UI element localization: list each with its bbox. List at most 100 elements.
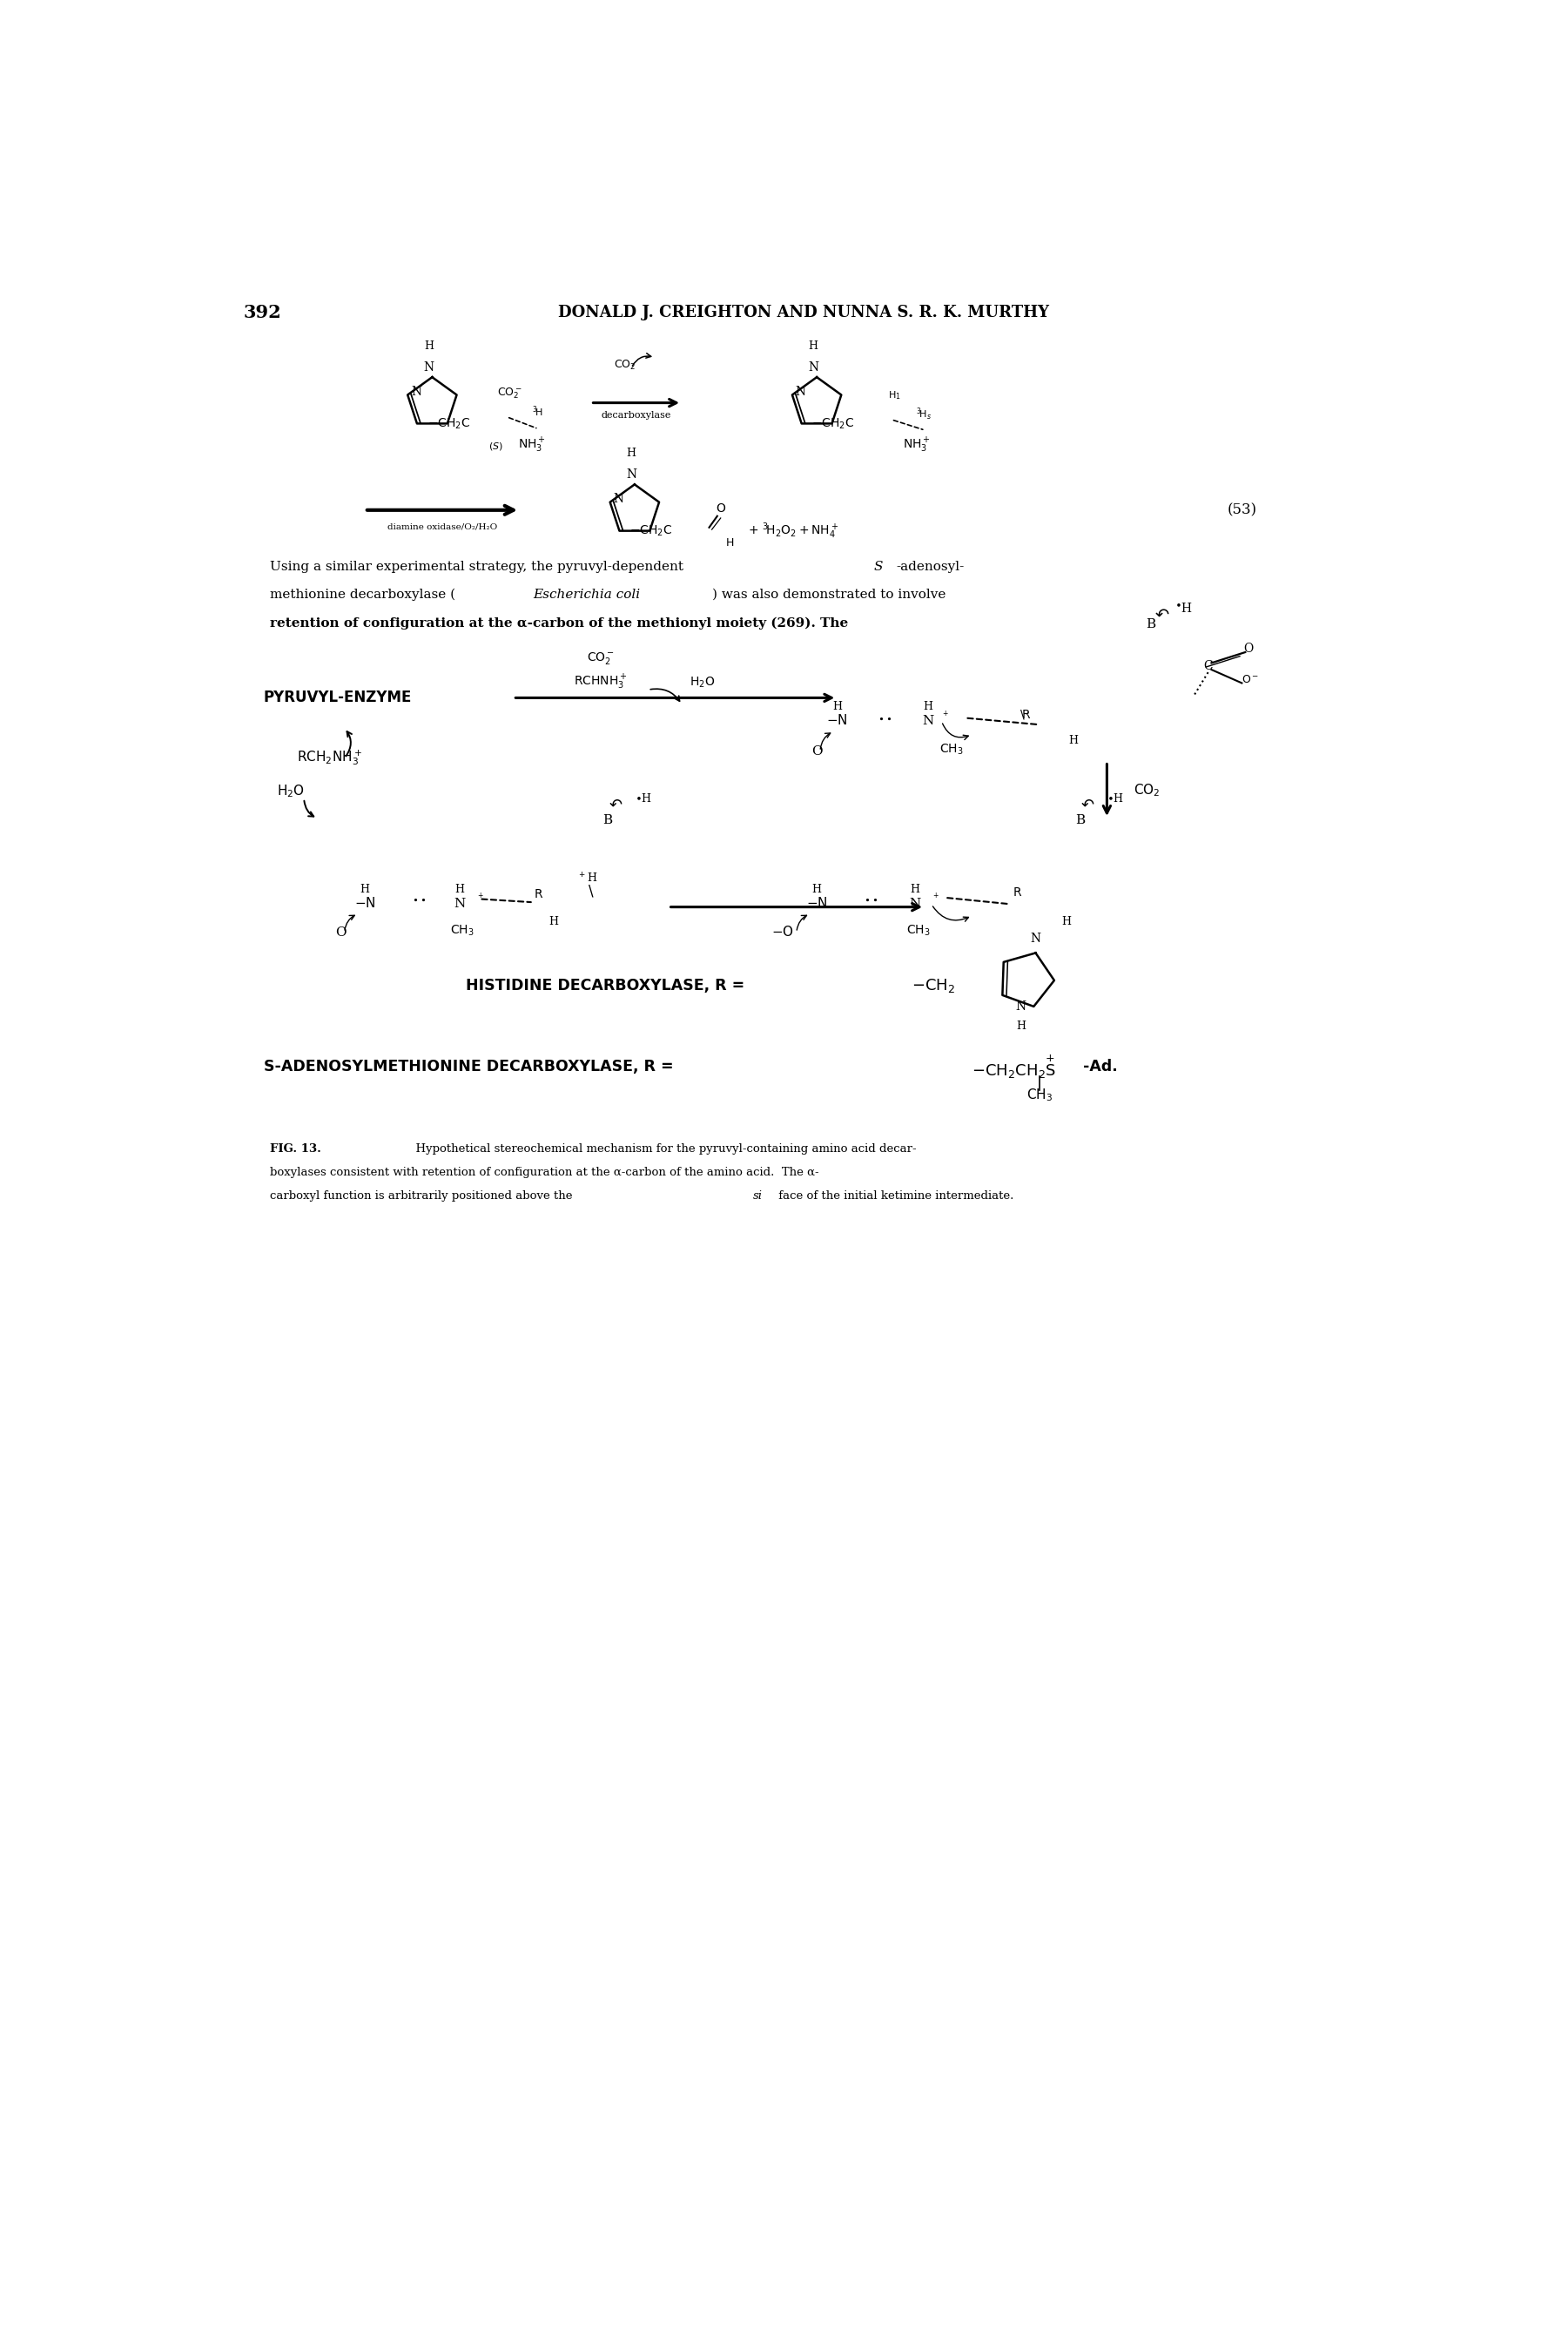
Text: $\curvearrowleft$: $\curvearrowleft$ — [1151, 607, 1170, 623]
Text: H: H — [812, 884, 822, 896]
Text: methionine decarboxylase (: methionine decarboxylase ( — [270, 588, 456, 602]
Text: $\mathrm{R}$: $\mathrm{R}$ — [533, 889, 543, 900]
Text: H: H — [1062, 917, 1071, 926]
Text: S-ADENOSYLMETHIONINE DECARBOXYLASE, R =: S-ADENOSYLMETHIONINE DECARBOXYLASE, R = — [263, 1058, 679, 1074]
Text: $\mathrm{CH_3}$: $\mathrm{CH_3}$ — [450, 924, 475, 938]
Text: O: O — [811, 745, 822, 757]
Text: H: H — [809, 341, 818, 353]
Text: diamine oxidase/O₂/H₂O: diamine oxidase/O₂/H₂O — [387, 522, 497, 531]
Text: $^+$H: $^+$H — [577, 872, 597, 884]
Text: -Ad.: -Ad. — [1083, 1058, 1118, 1074]
Text: DONALD J. CREIGHTON AND NUNNA S. R. K. MURTHY: DONALD J. CREIGHTON AND NUNNA S. R. K. M… — [558, 306, 1049, 320]
Text: N: N — [909, 898, 920, 910]
Text: H: H — [833, 701, 842, 712]
Text: face of the initial ketimine intermediate.: face of the initial ketimine intermediat… — [775, 1190, 1014, 1201]
Text: $\mathrm{H}$: $\mathrm{H}$ — [724, 536, 734, 548]
Text: $\bullet$: $\bullet$ — [1174, 600, 1181, 609]
Text: $^+$: $^+$ — [477, 891, 485, 900]
Text: $\bullet\bullet$: $\bullet\bullet$ — [877, 715, 891, 724]
Text: Using a similar experimental strategy, the pyruvyl-dependent: Using a similar experimental strategy, t… — [270, 560, 688, 574]
Text: $\mathrm{H_2O}$: $\mathrm{H_2O}$ — [690, 675, 715, 689]
Text: $\mathrm{R}$: $\mathrm{R}$ — [1013, 886, 1022, 898]
Text: $\mathrm{-CH_2}$: $\mathrm{-CH_2}$ — [911, 978, 955, 994]
Text: $\bullet$H: $\bullet$H — [635, 792, 652, 804]
Text: H: H — [423, 341, 434, 353]
Text: H: H — [549, 917, 558, 926]
Text: H: H — [1181, 602, 1192, 614]
Text: HISTIDINE DECARBOXYLASE, R =: HISTIDINE DECARBOXYLASE, R = — [466, 978, 750, 994]
Text: FIG. 13.: FIG. 13. — [270, 1143, 321, 1154]
Text: H: H — [361, 884, 370, 896]
Text: $\mathrm{H_2O}$: $\mathrm{H_2O}$ — [278, 783, 304, 799]
Text: N: N — [423, 362, 434, 374]
Text: H: H — [924, 701, 933, 712]
Text: $\mathrm{CO_2}$: $\mathrm{CO_2}$ — [613, 357, 635, 371]
Text: $-\mathrm{CH_2C}$: $-\mathrm{CH_2C}$ — [812, 416, 855, 430]
Text: H: H — [455, 884, 464, 896]
Text: H: H — [1016, 1020, 1025, 1032]
Text: H: H — [627, 447, 637, 458]
Text: $\mathrm{CH_3}$: $\mathrm{CH_3}$ — [906, 924, 930, 938]
Text: $^+$: $^+$ — [931, 891, 939, 900]
Text: $\mathrm{CO_2^-}$: $\mathrm{CO_2^-}$ — [586, 651, 615, 665]
Text: ) was also demonstrated to involve: ) was also demonstrated to involve — [712, 588, 946, 602]
Text: $^+$: $^+$ — [941, 710, 949, 719]
Text: N: N — [808, 362, 818, 374]
Text: C: C — [1204, 661, 1212, 672]
Text: $\backslash\!\mathrm{R}$: $\backslash\!\mathrm{R}$ — [1019, 708, 1032, 722]
Text: $\mathrm{NH_3^+}$: $\mathrm{NH_3^+}$ — [517, 437, 546, 454]
Text: $\backslash$: $\backslash$ — [588, 884, 594, 898]
Text: $-\mathrm{CH_2C}$: $-\mathrm{CH_2C}$ — [629, 524, 673, 538]
Text: (53): (53) — [1228, 503, 1256, 517]
Text: H: H — [909, 884, 919, 896]
Text: $\mathrm{CH_3}$: $\mathrm{CH_3}$ — [1027, 1086, 1052, 1103]
Text: $\curvearrowleft$: $\curvearrowleft$ — [605, 797, 622, 811]
Text: $^3\!\mathrm{H}$: $^3\!\mathrm{H}$ — [532, 404, 543, 418]
Text: N: N — [453, 898, 466, 910]
Text: N: N — [795, 386, 806, 397]
Text: N: N — [411, 386, 422, 397]
Text: N: N — [1030, 933, 1041, 945]
Text: $-\mathrm{O}$: $-\mathrm{O}$ — [771, 924, 795, 938]
Text: $\mathrm{CH_3}$: $\mathrm{CH_3}$ — [939, 743, 964, 757]
Text: $\mathrm{NH_3^+}$: $\mathrm{NH_3^+}$ — [903, 437, 930, 454]
Text: $\mathrm{CO_2^-}$: $\mathrm{CO_2^-}$ — [497, 386, 522, 400]
Text: N: N — [613, 494, 624, 505]
Text: boxylases consistent with retention of configuration at the α-carbon of the amin: boxylases consistent with retention of c… — [270, 1166, 818, 1178]
Text: $(S)$: $(S)$ — [489, 440, 503, 451]
Text: O: O — [1243, 642, 1253, 656]
Text: $\mathrm{O}$: $\mathrm{O}$ — [715, 503, 726, 515]
Text: B: B — [1076, 813, 1085, 828]
Text: $\mathrm{-CH_2CH_2\overset{+}{S}}$: $\mathrm{-CH_2CH_2\overset{+}{S}}$ — [972, 1053, 1057, 1081]
Text: $\mathrm{CO_2}$: $\mathrm{CO_2}$ — [1134, 783, 1160, 797]
Text: $\bullet$H: $\bullet$H — [1107, 792, 1124, 804]
Text: $\mathrm{RCHNH_3^+}$: $\mathrm{RCHNH_3^+}$ — [574, 672, 627, 691]
Text: S: S — [873, 560, 883, 574]
Text: B: B — [602, 813, 613, 828]
Text: $\bullet\bullet$: $\bullet\bullet$ — [411, 896, 426, 905]
Text: PYRUVYL-ENZYME: PYRUVYL-ENZYME — [263, 689, 412, 705]
Text: $\bullet\bullet$: $\bullet\bullet$ — [864, 896, 878, 905]
Text: O: O — [336, 926, 347, 938]
Text: $\mathrm{O}^-$: $\mathrm{O}^-$ — [1242, 675, 1259, 686]
Text: $-\mathrm{N}$: $-\mathrm{N}$ — [826, 712, 848, 726]
Text: B: B — [1146, 618, 1156, 630]
Text: retention of configuration at the α-carbon of the methionyl moiety (269). The: retention of configuration at the α-carb… — [270, 616, 848, 630]
Text: 392: 392 — [243, 303, 281, 322]
Text: N: N — [626, 468, 637, 482]
Text: si: si — [753, 1190, 762, 1201]
Text: $\mathrm{RCH_2NH_3^+}$: $\mathrm{RCH_2NH_3^+}$ — [298, 748, 362, 766]
Text: Hypothetical stereochemical mechanism for the pyruvyl-containing amino acid deca: Hypothetical stereochemical mechanism fo… — [409, 1143, 917, 1154]
Text: $\mathrm{H}_1$: $\mathrm{H}_1$ — [887, 390, 900, 402]
Text: $\curvearrowleft$: $\curvearrowleft$ — [1077, 797, 1096, 811]
Text: N: N — [1014, 1002, 1025, 1013]
Text: decarboxylase: decarboxylase — [601, 411, 671, 418]
Text: carboxyl function is arbitrarily positioned above the: carboxyl function is arbitrarily positio… — [270, 1190, 577, 1201]
Text: Escherichia coli: Escherichia coli — [533, 588, 641, 602]
Text: $+\ ^3\!\mathrm{H_2O_2} + \mathrm{NH_4^+}$: $+\ ^3\!\mathrm{H_2O_2} + \mathrm{NH_4^+… — [748, 522, 839, 541]
Text: H: H — [1068, 736, 1077, 745]
Text: $^3\!\mathrm{H}_s$: $^3\!\mathrm{H}_s$ — [916, 407, 931, 423]
Text: $-\mathrm{CH_2C}$: $-\mathrm{CH_2C}$ — [426, 416, 470, 430]
Text: N: N — [922, 715, 935, 726]
Text: $-\mathrm{N}$: $-\mathrm{N}$ — [806, 896, 828, 910]
